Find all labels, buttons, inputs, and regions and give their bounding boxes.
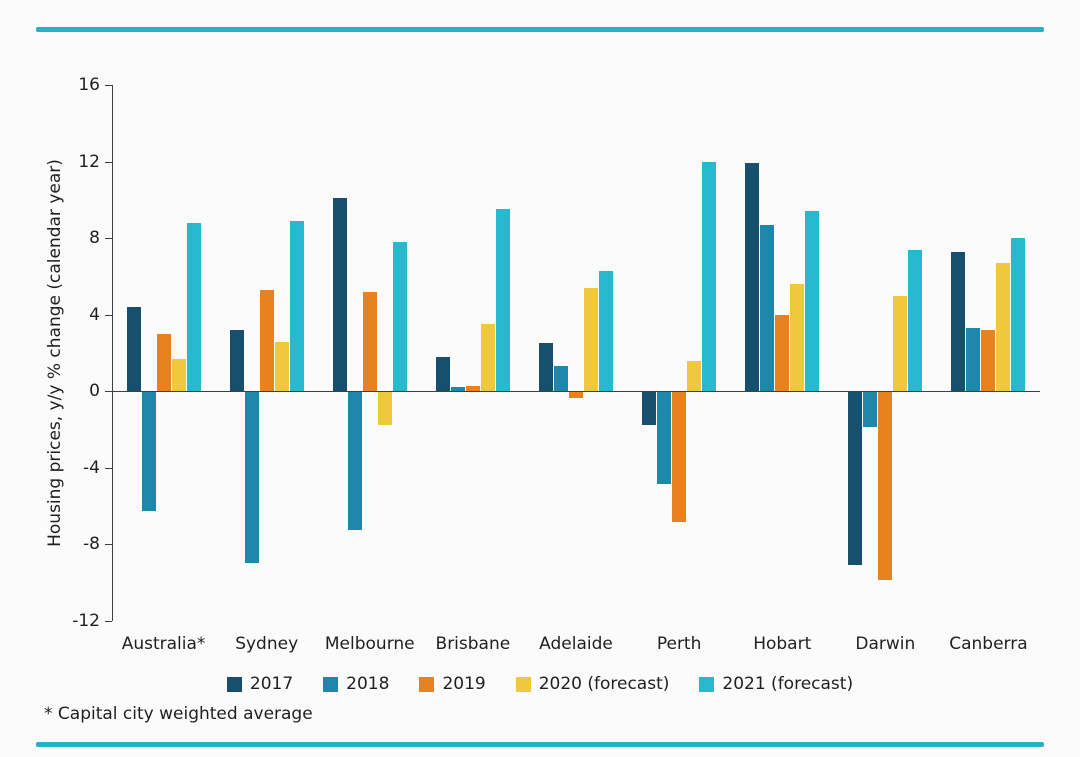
bar-2020-forecast-adelaide — [584, 287, 598, 392]
y-axis-tick — [105, 391, 112, 392]
x-tick-label: Perth — [656, 634, 702, 654]
y-axis-tick — [105, 544, 112, 545]
bar-2019-sydney — [259, 289, 274, 392]
bar-2021-forecast-melbourne — [392, 241, 407, 392]
bar-2020-forecast-darwin — [893, 295, 908, 392]
legend-item: 2020 (forecast) — [515, 674, 670, 694]
y-axis-tick — [105, 315, 112, 316]
bar-2021-forecast-sydney — [289, 220, 304, 392]
x-tick-label: Australia* — [121, 634, 206, 654]
x-tick-label: Adelaide — [539, 634, 613, 654]
bar-2017-australia- — [126, 307, 141, 392]
legend-swatch — [226, 676, 242, 692]
bar-2018-melbourne — [347, 392, 362, 531]
bottom-divider — [36, 742, 1044, 747]
bar-2018-adelaide — [554, 366, 568, 392]
bar-2019-melbourne — [362, 291, 377, 392]
bar-2020-forecast-hobart — [790, 284, 805, 392]
bar-2019-brisbane — [465, 385, 480, 392]
legend-swatch — [419, 676, 435, 692]
top-divider — [36, 27, 1044, 32]
legend-swatch — [699, 676, 715, 692]
bar-2021-forecast-brisbane — [495, 209, 510, 392]
bar-2017-perth — [642, 392, 657, 425]
legend-item: 2021 (forecast) — [699, 674, 853, 694]
y-axis-tick — [105, 621, 112, 622]
legend-label: 2017 — [249, 674, 294, 694]
bar-2018-canberra — [966, 328, 981, 392]
bar-2018-perth — [657, 392, 672, 485]
legend-item: 2018 — [323, 674, 389, 694]
zero-line — [112, 391, 1040, 392]
bar-2021-forecast-perth — [702, 161, 717, 392]
y-axis-tick — [105, 85, 112, 86]
y-axis-line — [112, 85, 113, 621]
bar-2018-sydney — [244, 392, 259, 563]
bar-2019-australia- — [156, 333, 171, 392]
x-tick-label: Hobart — [753, 634, 812, 654]
bar-2017-adelaide — [539, 343, 553, 392]
chart-footnote: * Capital city weighted average — [44, 704, 313, 724]
bar-2017-canberra — [951, 251, 966, 392]
x-tick-label: Sydney — [235, 634, 299, 654]
bar-2021-forecast-hobart — [805, 211, 820, 392]
bar-2018-darwin — [863, 392, 878, 427]
y-tick-label: 12 — [78, 151, 100, 172]
y-axis-tick — [105, 468, 112, 469]
legend-label: 2020 (forecast) — [538, 674, 670, 694]
bar-2020-forecast-brisbane — [480, 324, 495, 392]
x-tick-label: Melbourne — [324, 634, 415, 654]
legend-label: 2019 — [442, 674, 486, 694]
bar-2017-darwin — [848, 392, 863, 565]
bar-2017-sydney — [229, 330, 244, 392]
y-tick-label: 8 — [89, 228, 100, 249]
bar-2018-australia- — [141, 392, 156, 511]
bar-2017-hobart — [745, 163, 760, 392]
bar-2020-forecast-sydney — [274, 341, 289, 392]
bar-2020-forecast-canberra — [996, 263, 1011, 392]
x-tick-label: Brisbane — [435, 634, 511, 654]
bar-2018-hobart — [760, 224, 775, 392]
y-tick-label: -4 — [83, 457, 100, 478]
y-tick-label: -12 — [72, 611, 100, 631]
y-tick-label: -8 — [83, 534, 100, 555]
legend-label: 2021 (forecast) — [722, 674, 854, 694]
x-tick-label: Canberra — [949, 634, 1028, 654]
bar-2018-brisbane — [450, 387, 465, 392]
bar-2019-darwin — [878, 392, 893, 580]
x-tick-label: Darwin — [855, 634, 916, 654]
legend-swatch — [323, 676, 339, 692]
bar-2020-forecast-melbourne — [377, 392, 392, 425]
y-axis-tick — [105, 162, 112, 163]
bar-2020-forecast-perth — [687, 360, 702, 392]
legend-label: 2018 — [346, 674, 390, 694]
bar-2019-adelaide — [569, 392, 583, 399]
bar-2019-canberra — [981, 330, 996, 392]
bar-2020-forecast-australia- — [171, 358, 186, 392]
legend-swatch — [515, 676, 531, 692]
bar-2021-forecast-canberra — [1011, 238, 1026, 392]
y-axis-tick — [105, 238, 112, 239]
bar-2017-brisbane — [435, 356, 450, 392]
y-tick-label: 0 — [89, 381, 100, 402]
y-tick-label: 4 — [89, 304, 100, 325]
y-tick-label: 16 — [78, 75, 100, 95]
bar-2021-forecast-australia- — [186, 222, 201, 392]
chart-legend: 2017 2018 2019 2020 (forecast) 2021 (forecas… — [0, 674, 1080, 694]
legend-item: 2019 — [419, 674, 486, 694]
bar-2017-melbourne — [332, 197, 347, 392]
bar-2021-forecast-adelaide — [599, 270, 613, 392]
bar-2021-forecast-darwin — [908, 249, 923, 392]
bar-2019-hobart — [775, 314, 790, 392]
legend-item: 2017 — [226, 674, 294, 694]
bar-2019-perth — [672, 392, 687, 523]
